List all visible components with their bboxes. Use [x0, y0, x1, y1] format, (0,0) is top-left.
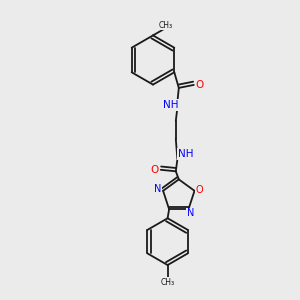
Text: CH₃: CH₃ — [160, 278, 175, 287]
Text: CH₃: CH₃ — [159, 21, 173, 30]
Text: NH: NH — [163, 100, 178, 110]
Text: N: N — [187, 208, 194, 218]
Text: O: O — [196, 185, 203, 195]
Text: O: O — [151, 165, 159, 175]
Text: NH: NH — [178, 149, 194, 159]
Text: O: O — [196, 80, 204, 90]
Text: N: N — [154, 184, 161, 194]
